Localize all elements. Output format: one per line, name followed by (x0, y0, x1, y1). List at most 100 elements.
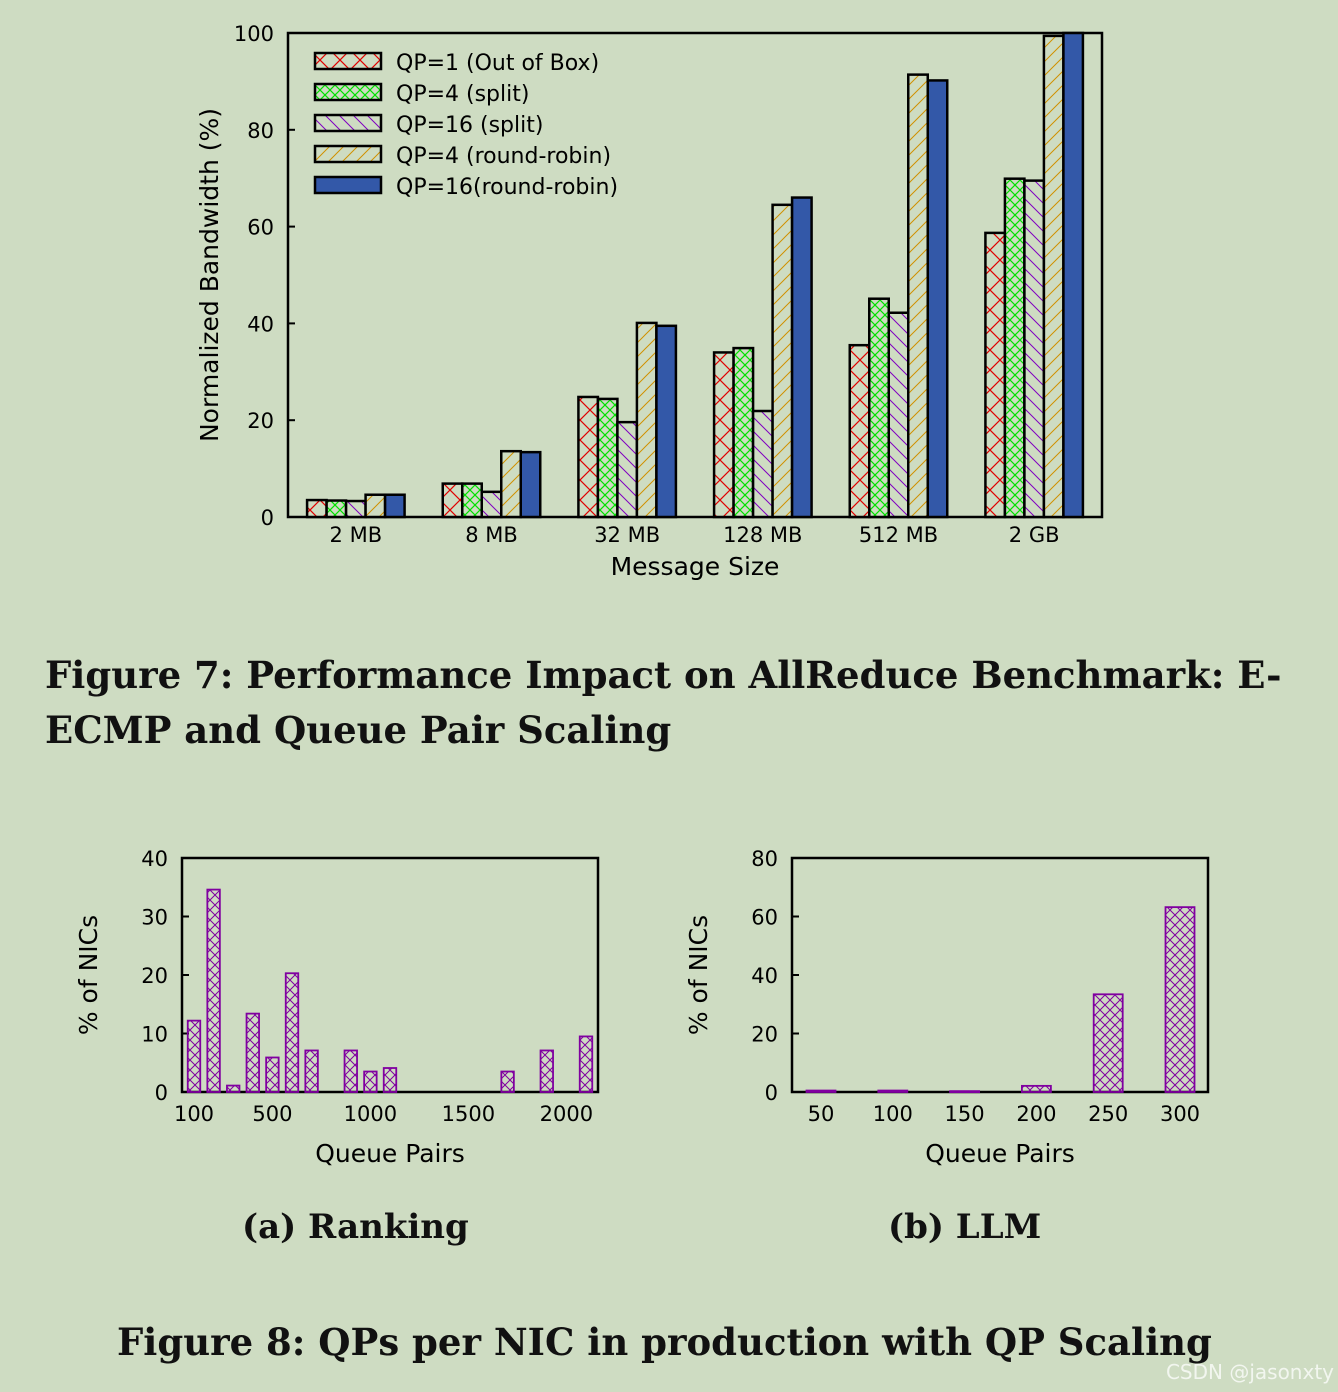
bar (461, 482, 483, 519)
bar (480, 490, 503, 519)
y-tick-label: 80 (247, 119, 274, 143)
x-axis-label: Queue Pairs (925, 1139, 1075, 1168)
y-tick-label: 60 (247, 216, 274, 240)
bar (751, 409, 774, 519)
bar (305, 498, 328, 519)
y-tick-label: 0 (261, 506, 274, 530)
bar (1062, 31, 1085, 519)
legend-swatch (313, 51, 383, 71)
x-tick-label: 32 MB (594, 523, 660, 547)
x-tick-label: 2 MB (330, 523, 383, 547)
bar (877, 1089, 909, 1093)
y-tick-label: 10 (141, 1023, 168, 1047)
bar (304, 1049, 319, 1093)
y-tick-label: 0 (155, 1081, 168, 1105)
bar (500, 1070, 515, 1093)
plot-frame (790, 856, 1210, 1094)
x-tick-label: 50 (808, 1102, 835, 1126)
figure-8-caption: Figure 8: QPs per NIC in production with… (117, 1320, 1212, 1364)
bar (206, 888, 221, 1093)
bar (1003, 177, 1026, 519)
x-axis-label: Message Size (611, 552, 780, 581)
y-tick-label: 20 (141, 964, 168, 988)
bar (577, 395, 600, 519)
x-tick-label: 100 (873, 1102, 913, 1126)
watermark: CSDN @jasonxty (1165, 1360, 1334, 1384)
legend-label: QP=4 (round-robin) (396, 144, 611, 169)
bar (383, 493, 406, 519)
x-tick-label: 100 (174, 1102, 214, 1126)
bar (284, 972, 300, 1093)
legend-swatch (313, 144, 383, 164)
llm-histogram: 0 20 40 60 80 Queue Pairs % of NICs 50 100 150 200… (684, 847, 1210, 1168)
y-tick-label: 20 (751, 1023, 778, 1047)
bar (635, 321, 658, 519)
y-axis-label: % of NICs (684, 915, 713, 1035)
plot-frame (180, 856, 600, 1094)
x-tick-label: 500 (252, 1102, 292, 1126)
bar (1023, 179, 1046, 519)
bar (343, 1049, 358, 1093)
bar (500, 449, 522, 519)
bar (1042, 34, 1065, 519)
legend-label: QP=16 (split) (396, 113, 543, 138)
bar (732, 346, 755, 519)
bandwidth-chart: 0 20 40 60 80 100 Message Size Normalized Bandw… (195, 22, 1104, 581)
bar (907, 73, 929, 519)
legend-label: QP=16(round-robin) (396, 175, 618, 200)
bar (805, 1089, 837, 1093)
y-tick-label: 60 (751, 906, 778, 930)
y-tick-label: 40 (141, 847, 168, 871)
x-tick-label: 200 (1016, 1102, 1056, 1126)
bar (363, 1070, 378, 1093)
bar (364, 493, 387, 519)
y-tick-label: 20 (247, 409, 274, 433)
legend-label: QP=1 (Out of Box) (396, 51, 599, 76)
bar (441, 482, 464, 519)
bar (926, 79, 949, 519)
bar (655, 324, 678, 519)
x-axis-label: Queue Pairs (315, 1139, 465, 1168)
x-tick-label: 128 MB (723, 523, 802, 547)
y-axis-label: % of NICs (74, 915, 103, 1035)
bar (265, 1056, 280, 1093)
bar (1164, 906, 1196, 1093)
legend-swatch (313, 82, 383, 102)
bar (1021, 1084, 1052, 1093)
bar (539, 1049, 554, 1093)
x-tick-label: 2000 (540, 1102, 593, 1126)
y-tick-label: 100 (234, 22, 274, 46)
bar (984, 231, 1007, 519)
bar (712, 351, 735, 519)
figure-7-caption: Figure 7: Performance Impact on AllReduc… (45, 653, 1282, 752)
y-axis-label: Normalized Bandwidth (%) (195, 108, 224, 442)
y-tick-label: 40 (751, 964, 778, 988)
bar (382, 1067, 398, 1093)
y-tick-label: 0 (765, 1081, 778, 1105)
bar (344, 499, 367, 519)
x-tick-label: 1000 (344, 1102, 397, 1126)
bar (616, 420, 639, 519)
bar (868, 297, 890, 519)
x-tick-label: 300 (1160, 1102, 1200, 1126)
bar (1092, 993, 1124, 1093)
legend-label: QP=4 (split) (396, 82, 529, 107)
subfigure-a-caption: (a) Ranking (242, 1207, 469, 1247)
bar (245, 1012, 260, 1093)
x-tick-label: 150 (945, 1102, 985, 1126)
y-tick-label: 30 (141, 906, 168, 930)
y-tick-label: 80 (751, 847, 778, 871)
bar (887, 311, 910, 519)
legend-swatch (313, 113, 383, 133)
x-tick-label: 8 MB (465, 523, 518, 547)
bar (790, 196, 813, 519)
bar (519, 450, 542, 519)
bar (226, 1084, 241, 1093)
plot-frame (286, 31, 1104, 519)
bar (325, 499, 348, 519)
x-tick-label: 250 (1088, 1102, 1128, 1126)
bar (596, 397, 619, 519)
ranking-histogram: 0 10 20 30 40 Queue Pairs % of NICs 100 500 1000 1… (74, 847, 600, 1168)
y-tick-label: 40 (247, 312, 274, 336)
